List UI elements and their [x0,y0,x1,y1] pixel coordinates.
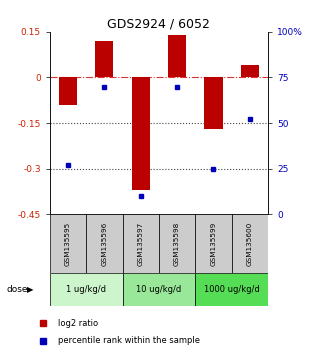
Text: ▶: ▶ [27,285,34,294]
Bar [86,214,123,273]
Text: 1 ug/kg/d: 1 ug/kg/d [66,285,106,294]
Text: GSM135597: GSM135597 [138,221,144,266]
Bar [195,214,232,273]
Bar [204,78,222,129]
Bar [59,78,77,105]
Bar [195,273,268,306]
Text: log2 ratio: log2 ratio [57,319,98,328]
Bar [95,41,113,78]
Bar [50,273,123,306]
Text: GSM135600: GSM135600 [247,221,253,266]
Bar [123,214,159,273]
Bar [50,214,86,273]
Text: dose: dose [6,285,28,294]
Bar [168,35,186,78]
Bar [159,214,195,273]
Text: GSM135595: GSM135595 [65,221,71,266]
Text: 10 ug/kg/d: 10 ug/kg/d [136,285,181,294]
Bar [132,78,150,190]
Text: GSM135596: GSM135596 [101,221,107,266]
Text: GSM135598: GSM135598 [174,221,180,266]
Text: 1000 ug/kg/d: 1000 ug/kg/d [204,285,260,294]
Title: GDS2924 / 6052: GDS2924 / 6052 [108,18,210,31]
Text: GSM135599: GSM135599 [211,221,216,266]
Bar [241,65,259,78]
Bar [232,214,268,273]
Text: percentile rank within the sample: percentile rank within the sample [57,336,200,345]
Bar [123,273,195,306]
